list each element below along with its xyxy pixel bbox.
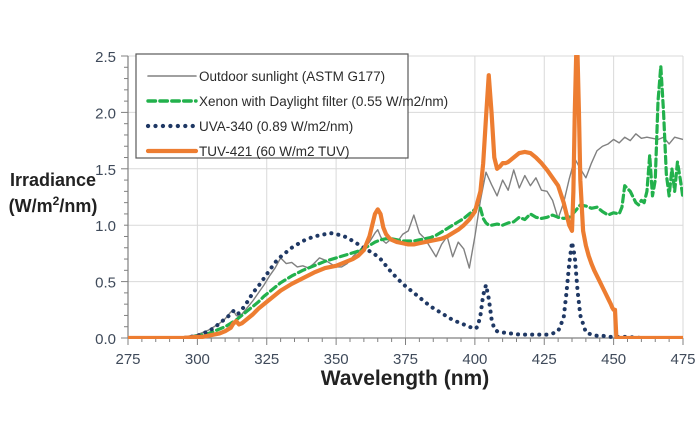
x-tick-label: 400 [462,351,487,368]
legend-label: UVA-340 (0.89 W/m2/nm) [199,119,353,134]
y-tick-label: 0.5 [95,275,116,292]
series-line [128,231,683,339]
tick-labels: 0.0 0.5 1.0 1.5 2.0 2.5 275 300 325 350 375 400 425 4… [95,49,695,368]
series-line [128,55,683,339]
x-tick-label: 350 [324,351,349,368]
axis-ticks [121,55,684,345]
y-tick-label: 0.0 [95,331,116,348]
y-tick-label: 1.5 [95,162,116,179]
x-tick-label: 275 [115,351,140,368]
y-tick-label: 2.0 [95,105,116,122]
y-axis-title-line1: Irradiance [10,170,96,190]
x-tick-label: 475 [670,351,695,368]
x-tick-label: 425 [532,351,557,368]
legend-box [135,53,409,159]
x-axis-title: Wavelength (nm) [321,367,489,390]
data-series [128,55,683,339]
y-tick-label: 2.5 [95,49,116,66]
legend-label: TUV-421 (60 W/m2 TUV) [199,144,350,159]
y-axis-title-line2: (W/m2/nm) [9,194,98,216]
legend-label: Xenon with Daylight filter (0.55 W/m2/nm… [199,94,448,109]
x-tick-label: 450 [601,351,626,368]
chart-legend: Outdoor sunlight (ASTM G177) Xenon with D… [135,53,448,159]
legend-label: Outdoor sunlight (ASTM G177) [199,69,385,84]
x-tick-label: 375 [393,351,418,368]
series-line [128,64,683,339]
y-tick-label: 1.0 [95,218,116,235]
x-tick-label: 325 [254,351,279,368]
x-tick-label: 300 [185,351,210,368]
